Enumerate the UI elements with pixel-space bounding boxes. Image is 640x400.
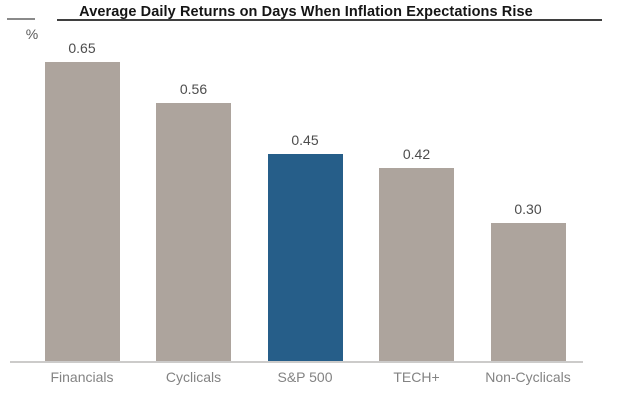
- bar-s-p-500: [267, 154, 343, 361]
- value-label-tech: 0.42: [402, 146, 431, 162]
- category-label-s-p-500: S&P 500: [277, 369, 333, 385]
- x-axis-line: [10, 361, 583, 363]
- top-left-dash-line: [7, 18, 35, 20]
- bar-non-cyclicals: [490, 223, 566, 361]
- bar-tech: [379, 168, 454, 361]
- value-label-s-p-500: 0.45: [291, 132, 319, 148]
- bar-cyclicals: [156, 103, 231, 361]
- category-label-cyclicals: Cyclicals: [165, 369, 222, 385]
- value-label-cyclicals: 0.56: [179, 81, 208, 97]
- chart-title: Average Daily Returns on Days When Infla…: [79, 4, 533, 20]
- value-label-non-cyclicals: 0.30: [514, 201, 542, 217]
- value-label-financials: 0.65: [68, 40, 96, 56]
- title-underline: [57, 19, 602, 21]
- bar-financials: [44, 62, 120, 361]
- category-label-financials: Financials: [50, 369, 114, 385]
- y-axis-unit-label: %: [25, 26, 39, 42]
- category-label-non-cyclicals: Non-Cyclicals: [485, 369, 571, 385]
- category-label-tech: TECH+: [393, 369, 440, 385]
